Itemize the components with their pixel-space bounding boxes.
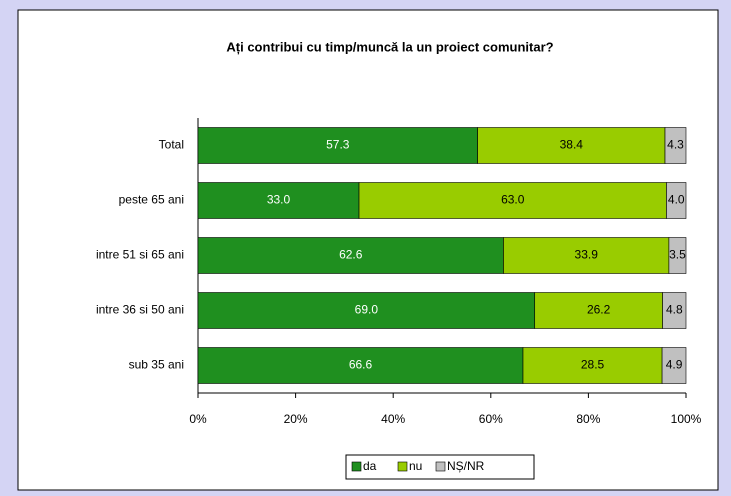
x-tick-label: 60%	[479, 412, 503, 426]
bar-segment	[503, 237, 670, 274]
x-tick-label: 100%	[671, 412, 702, 426]
y-tick-label: intre 36 si 50 ani	[96, 303, 184, 317]
data-label: 63.0	[501, 193, 525, 207]
bar-segment	[477, 127, 666, 164]
y-tick-label: peste 65 ani	[119, 193, 184, 207]
bar-segment	[668, 237, 687, 274]
x-tick-label: 40%	[381, 412, 405, 426]
x-tick-label: 20%	[284, 412, 308, 426]
data-label: 26.2	[587, 303, 611, 317]
data-label: 4.0	[668, 193, 685, 207]
legend-swatch	[435, 461, 446, 472]
x-tick-label: 0%	[189, 412, 207, 426]
bar-segment	[197, 237, 504, 274]
data-label: 4.9	[666, 358, 683, 372]
bar-segment	[662, 292, 687, 329]
legend-swatch	[351, 461, 362, 472]
legend-swatch	[397, 461, 408, 472]
bar-segment	[197, 182, 360, 219]
data-label: 62.6	[339, 248, 363, 262]
data-label: 4.3	[667, 138, 684, 152]
y-tick-label: sub 35 ani	[129, 358, 184, 372]
legend-label: NȘ/NR	[447, 459, 485, 473]
data-label: 57.3	[326, 138, 350, 152]
data-label: 69.0	[355, 303, 379, 317]
chart-title: Ați contribui cu timp/muncă la un proiec…	[226, 39, 553, 54]
y-tick-label: intre 51 si 65 ani	[96, 248, 184, 262]
bar-segment	[664, 127, 687, 164]
bar-segment	[522, 347, 663, 384]
bar-segment	[534, 292, 663, 329]
data-label: 3.5	[669, 248, 686, 262]
bar-segment	[197, 292, 536, 329]
bar-segment	[358, 182, 667, 219]
x-tick-label: 80%	[576, 412, 600, 426]
data-label: 28.5	[581, 358, 605, 372]
data-label: 4.8	[666, 303, 683, 317]
data-label: 38.4	[560, 138, 584, 152]
data-label: 33.0	[267, 193, 291, 207]
data-label: 33.9	[575, 248, 599, 262]
bar-segment	[197, 127, 478, 164]
legend-label: da	[363, 459, 377, 473]
legend-label: nu	[409, 459, 422, 473]
bar-segment	[197, 347, 524, 384]
data-label: 66.6	[349, 358, 373, 372]
bar-segment	[666, 182, 687, 219]
bar-segment	[661, 347, 687, 384]
y-tick-label: Total	[159, 138, 184, 152]
